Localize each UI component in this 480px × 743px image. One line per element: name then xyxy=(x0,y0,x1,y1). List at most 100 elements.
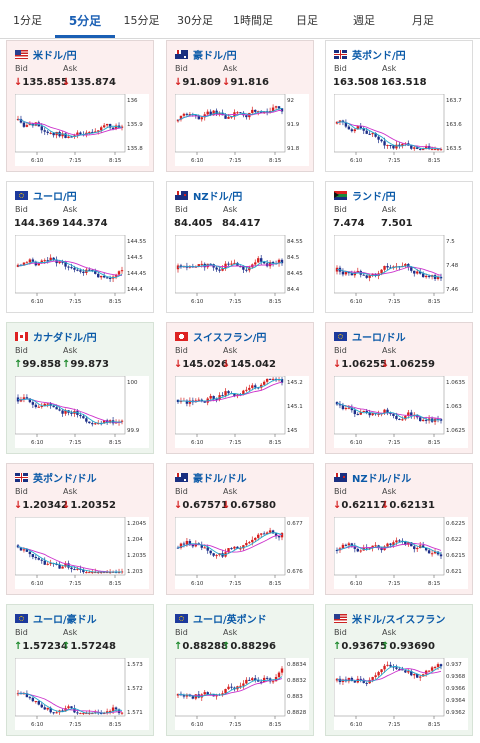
chart-area[interactable]: 163.7 163.6 163.5 6:10 7:15 8:15 xyxy=(334,94,468,166)
moving-average-line xyxy=(336,121,442,150)
candle-body xyxy=(341,405,345,410)
chart-area[interactable]: 84.55 84.5 84.45 84.4 6:10 7:15 8:15 xyxy=(175,235,309,307)
rate-panel[interactable]: ユーロ/豪ドル Bid Ask ↑1.57234 ↑1.57248 1.573 1.572 1… xyxy=(6,604,154,736)
rate-panel[interactable]: ユーロ/英ポンド Bid Ask ↑0.88288 ↑0.88296 0.8834 0.88… xyxy=(166,604,314,736)
rate-panel[interactable]: 豪ドル/円 Bid Ask ↓91.809 ↓91.816 92 91.9 91.8 6:10 7… xyxy=(166,40,314,172)
candle-body xyxy=(91,131,94,133)
x-tick-label: 8:15 xyxy=(428,440,441,446)
candle-body xyxy=(374,545,377,547)
chart-area[interactable]: 100 99.9 6:10 7:15 8:15 xyxy=(15,376,149,448)
rate-panel[interactable]: スイスフラン/円 Bid Ask ↓145.026 ↓145.042 145.2 145.1… xyxy=(166,322,314,454)
candle-body xyxy=(67,706,70,709)
candle-body xyxy=(430,149,434,151)
candle-body xyxy=(203,547,206,549)
pair-name-link[interactable]: 豪ドル/円 xyxy=(193,50,237,62)
pair-name-link[interactable]: 豪ドル/ドル xyxy=(193,473,247,485)
y-tick-label: 0.6215 xyxy=(446,553,466,559)
candle-body xyxy=(25,125,29,127)
candle-body xyxy=(31,697,35,702)
candle-body xyxy=(404,263,407,266)
candle-body xyxy=(209,550,212,554)
candle-body xyxy=(350,129,354,132)
candle-body xyxy=(34,404,38,408)
price-chart: 0.6225 0.622 0.6215 0.621 6:10 7:15 8:15 xyxy=(334,517,466,587)
candle-body xyxy=(380,669,383,673)
moving-average-line xyxy=(336,665,442,682)
bid-price: 163.508 xyxy=(333,77,379,88)
x-tick-label: 8:15 xyxy=(428,299,441,305)
panel-header: スイスフラン/円 xyxy=(175,329,267,344)
bid-value: ↓1.20342 xyxy=(14,500,68,511)
y-tick-label: 136 xyxy=(127,98,138,104)
candle-body xyxy=(413,147,416,149)
candle-body xyxy=(344,407,348,410)
chart-area[interactable]: 136 135.9 135.8 6:10 7:15 8:15 xyxy=(15,94,149,166)
chart-area[interactable]: 0.677 0.676 6:10 7:15 8:15 xyxy=(175,517,309,589)
candle-body xyxy=(254,537,257,540)
pair-name-link[interactable]: 米ドル/スイスフラン xyxy=(352,614,446,626)
rate-panel[interactable]: カナダドル/円 Bid Ask ↑99.858 ↑99.873 100 99.9 6:10 7:… xyxy=(6,322,154,454)
rate-panel[interactable]: 米ドル/円 Bid Ask ↓135.855 ↓135.874 136 135.9 135.8… xyxy=(6,40,154,172)
rate-panel[interactable]: NZドル/円 Bid Ask 84.405 84.417 84.55 84.5 84.45 84… xyxy=(166,181,314,313)
candle-body xyxy=(268,262,272,267)
y-tick-label: 0.9362 xyxy=(446,710,465,716)
pair-name-link[interactable]: ユーロ/ドル xyxy=(352,332,406,344)
bid-price: 99.858 xyxy=(22,359,61,370)
rate-panel[interactable]: ユーロ/円 Bid Ask 144.369 144.374 144.55 144.5 144.… xyxy=(6,181,154,313)
candle-body xyxy=(245,115,248,118)
pair-name-link[interactable]: ユーロ/豪ドル xyxy=(33,614,97,626)
rate-panel[interactable]: NZドル/ドル Bid Ask ↓0.62117 ↓0.62131 0.6225 0.622… xyxy=(325,463,473,595)
candle-body xyxy=(43,560,46,565)
tab-7[interactable]: 週足 xyxy=(353,14,375,27)
pair-name-link[interactable]: スイスフラン/円 xyxy=(193,332,267,344)
chart-area[interactable]: 92 91.9 91.8 6:10 7:15 8:15 xyxy=(175,94,309,166)
candle-body xyxy=(94,270,97,274)
x-tick-label: 6:10 xyxy=(350,299,363,305)
trend-arrow-icon: ↑ xyxy=(62,641,71,652)
pair-name-link[interactable]: ユーロ/英ポンド xyxy=(193,614,267,626)
bid-value: ↓0.67571 xyxy=(174,500,228,511)
pair-name-link[interactable]: NZドル/円 xyxy=(193,191,243,203)
tab-4[interactable]: 30分足 xyxy=(177,14,213,27)
pair-name-link[interactable]: 英ポンド/ドル xyxy=(33,473,97,485)
rate-panel[interactable]: 豪ドル/ドル Bid Ask ↓0.67571 ↓0.67580 0.677 0.676 6:… xyxy=(166,463,314,595)
chart-area[interactable]: 144.55 144.5 144.45 144.4 6:10 7:15 8:15 xyxy=(15,235,149,307)
tab-2[interactable]: 5分足 xyxy=(55,0,115,38)
chart-area[interactable]: 0.8834 0.8832 0.883 0.8828 6:10 7:15 8:15 xyxy=(175,658,309,730)
tab-3[interactable]: 15分足 xyxy=(123,14,160,27)
rate-panel[interactable]: 英ポンド/円 Bid Ask 163.508 163.518 163.7 163.6 163.… xyxy=(325,40,473,172)
chart-area[interactable]: 7.5 7.48 7.46 6:10 7:15 8:15 xyxy=(334,235,468,307)
eu-flag-icon xyxy=(15,190,28,200)
moving-average-line xyxy=(177,261,283,269)
pair-name-link[interactable]: NZドル/ドル xyxy=(352,473,412,485)
chart-area[interactable]: 1.2045 1.204 1.2035 1.203 6:10 7:15 8:15 xyxy=(15,517,149,589)
candle-body xyxy=(34,122,38,126)
tab-1[interactable]: 1分足 xyxy=(13,14,42,27)
pair-name-link[interactable]: ユーロ/円 xyxy=(33,191,77,203)
candle-body xyxy=(430,553,434,555)
candle-body xyxy=(419,676,422,678)
tab-8[interactable]: 月足 xyxy=(412,14,434,27)
chart-area[interactable]: 1.573 1.572 1.571 6:10 7:15 8:15 xyxy=(15,658,149,730)
candle-body xyxy=(97,130,100,132)
chart-area[interactable]: 0.6225 0.622 0.6215 0.621 6:10 7:15 8:15 xyxy=(334,517,468,589)
candle-body xyxy=(46,260,49,262)
candle-body xyxy=(389,664,392,667)
tab-5[interactable]: 1時間足 xyxy=(233,14,273,27)
pair-name-link[interactable]: カナダドル/円 xyxy=(33,332,97,344)
rate-panel[interactable]: 英ポンド/ドル Bid Ask ↓1.20342 ↓1.20352 1.2045 1.204… xyxy=(6,463,154,595)
chart-area[interactable]: 145.2 145.1 145 6:10 7:15 8:15 xyxy=(175,376,309,448)
candle-body xyxy=(260,258,263,262)
candle-body xyxy=(102,275,106,278)
pair-name-link[interactable]: 米ドル/円 xyxy=(33,50,77,62)
candle-body xyxy=(424,145,428,150)
rate-panel[interactable]: ユーロ/ドル Bid Ask ↓1.06255 ↓1.06259 1.0635 1.063 1… xyxy=(325,322,473,454)
rate-panel[interactable]: ランド/円 Bid Ask 7.474 7.501 7.5 7.48 7.46 6:10 7:15… xyxy=(325,181,473,313)
tab-6[interactable]: 日足 xyxy=(296,14,318,27)
chart-area[interactable]: 0.937 0.9368 0.9366 0.9364 0.9362 6:10 7:15 8:1… xyxy=(334,658,468,730)
x-tick-label: 8:15 xyxy=(428,722,441,728)
rate-panel[interactable]: 米ドル/スイスフラン Bid Ask ↑0.93675 ↑0.93690 0.937 0.9… xyxy=(325,604,473,736)
chart-area[interactable]: 1.0635 1.063 1.0625 6:10 7:15 8:15 xyxy=(334,376,468,448)
pair-name-link[interactable]: 英ポンド/円 xyxy=(352,50,406,62)
pair-name-link[interactable]: ランド/円 xyxy=(352,191,396,203)
